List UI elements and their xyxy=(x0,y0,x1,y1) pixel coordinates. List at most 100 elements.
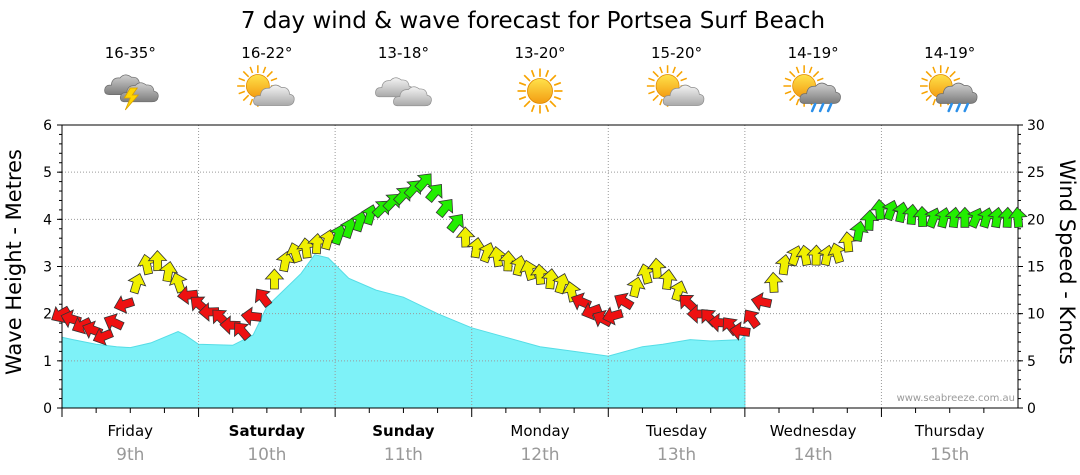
wind-arrow xyxy=(891,201,912,224)
wind-arrow xyxy=(71,316,93,335)
wind-arrow xyxy=(275,250,296,273)
wind-arrow xyxy=(176,285,199,306)
day-date-label: 14th xyxy=(794,445,833,465)
wind-arrow xyxy=(1008,206,1028,229)
wind-arrow xyxy=(849,220,869,243)
right-tick-label: 30 xyxy=(1027,118,1045,134)
left-tick-label: 1 xyxy=(43,354,52,370)
rain-drop xyxy=(963,102,969,113)
sun-shower-icon xyxy=(919,64,978,113)
temperature-label: 14-19° xyxy=(788,44,839,62)
wind-arrow xyxy=(198,302,220,322)
wind-arrow xyxy=(679,294,698,313)
right-tick-label: 25 xyxy=(1027,165,1045,181)
temperature-label: 16-22° xyxy=(241,44,292,62)
wind-arrow xyxy=(113,295,136,314)
wind-arrow xyxy=(614,292,635,311)
left-tick-label: 4 xyxy=(43,212,52,228)
left-tick-label: 0 xyxy=(43,401,52,417)
wind-arrow xyxy=(234,322,252,342)
watermark: www.seabreeze.com.au xyxy=(897,393,1015,404)
wind-arrow xyxy=(729,321,751,341)
day-name-label: Sunday xyxy=(372,422,435,440)
day-date-label: 9th xyxy=(116,445,144,465)
wind-arrow xyxy=(264,268,285,290)
wind-arrow xyxy=(806,244,827,266)
rain-drop xyxy=(810,102,817,113)
left-tick-label: 6 xyxy=(43,118,52,134)
wind-arrow xyxy=(158,260,179,283)
right-tick-label: 0 xyxy=(1027,401,1036,417)
wind-arrow xyxy=(827,242,847,264)
wind-arrow xyxy=(859,209,880,231)
cloud-icon xyxy=(375,77,432,107)
wind-arrow xyxy=(425,184,443,203)
right-tick-label: 20 xyxy=(1027,212,1045,228)
wind-arrow xyxy=(795,244,816,267)
day-name-label: Tuesday xyxy=(645,422,707,440)
partly-cloudy-icon xyxy=(646,64,705,108)
wind-arrow xyxy=(478,242,497,264)
weather-icons xyxy=(104,64,978,115)
temperature-label: 14-19° xyxy=(924,44,975,62)
wind-arrow xyxy=(581,302,603,321)
wind-arrow xyxy=(837,231,858,253)
wave-height-area xyxy=(61,254,746,409)
day-name-label: Monday xyxy=(510,422,569,440)
day-name-label: Saturday xyxy=(229,422,306,440)
wind-arrow xyxy=(240,306,263,327)
wind-arrow xyxy=(902,203,922,226)
wind-arrow xyxy=(602,306,624,326)
wind-arrow xyxy=(743,309,761,330)
wind-arrow xyxy=(254,288,273,309)
wind-arrow xyxy=(955,206,975,228)
wind-arrow xyxy=(498,250,519,272)
temperature-label: 16-35° xyxy=(105,44,156,62)
day-date-label: 11th xyxy=(384,445,423,465)
rain-drop xyxy=(818,102,825,113)
wind-arrow xyxy=(103,313,125,332)
day-date-label: 13th xyxy=(657,445,696,465)
left-tick-label: 3 xyxy=(43,260,52,276)
day-labels: Friday 9th Saturday 10th Sunday 11th Monday 12t… xyxy=(108,422,985,465)
wind-arrow xyxy=(763,271,784,293)
rain-drop xyxy=(947,102,953,113)
wave-area-path xyxy=(61,254,746,409)
wind-arrow xyxy=(414,173,432,193)
partly-cloudy-icon xyxy=(236,64,295,108)
storm-icon xyxy=(104,74,159,111)
temperature-labels: 16-35° 16-22° 13-18° 13-20° 15-20° 14-19° 14-1… xyxy=(105,44,976,62)
wind-arrow xyxy=(307,233,327,255)
day-name-label: Wednesday xyxy=(770,422,857,440)
wind-arrow xyxy=(435,199,454,219)
sun-shape xyxy=(516,67,564,115)
rain-drop xyxy=(826,102,833,113)
wind-arrows xyxy=(51,173,1028,346)
day-name-label: Thursday xyxy=(914,422,985,440)
temperature-label: 13-20° xyxy=(514,44,565,62)
left-axis-label: Wave Height - Metres xyxy=(2,149,26,375)
wind-arrow xyxy=(92,327,114,346)
wind-arrow xyxy=(446,213,464,234)
sun-shower-icon xyxy=(782,64,841,113)
wind-arrow xyxy=(127,273,147,295)
wind-arrow xyxy=(509,255,529,277)
day-date-label: 15th xyxy=(930,445,969,465)
chart-title: 7 day wind & wave forecast for Portsea S… xyxy=(241,8,825,34)
chart-axes: 0 1 2 3 4 5 6 0 5 10 15 20 25 30 xyxy=(43,118,1045,417)
wind-arrow xyxy=(466,237,487,259)
wind-arrow xyxy=(530,263,550,285)
wind-arrow xyxy=(997,206,1018,228)
sun-icon xyxy=(516,67,564,115)
lightning-shape xyxy=(123,87,140,111)
temperature-label: 15-20° xyxy=(651,44,702,62)
wind-arrow xyxy=(487,245,508,268)
right-axis-label: Wind Speed - Knots xyxy=(1055,159,1079,364)
wind-arrow xyxy=(219,315,241,336)
temperature-label: 13-18° xyxy=(378,44,429,62)
right-tick-label: 15 xyxy=(1027,260,1045,276)
rain-drop xyxy=(955,102,961,113)
wind-arrow xyxy=(626,276,646,299)
